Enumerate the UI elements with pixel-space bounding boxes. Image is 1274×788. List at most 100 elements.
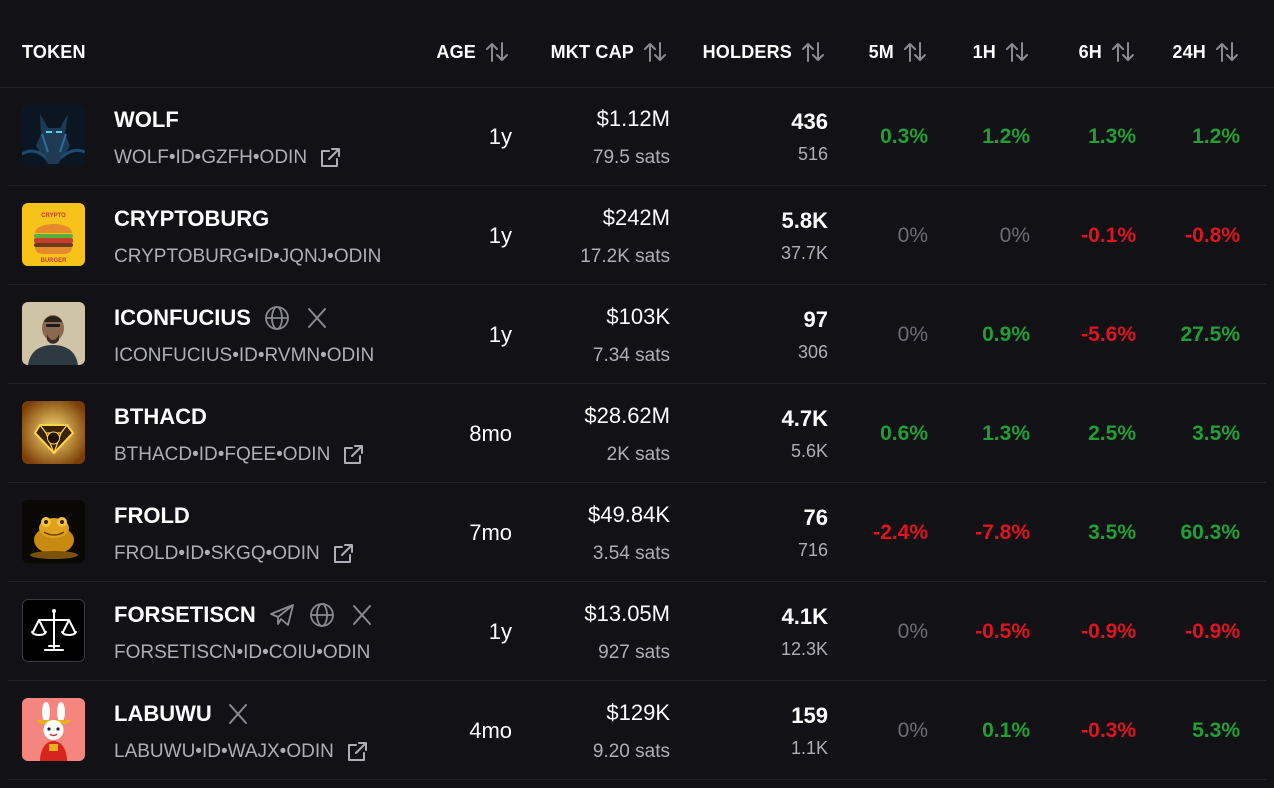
gold-diamond-logo-icon	[22, 401, 85, 464]
change-1h: 0%	[999, 224, 1030, 247]
change-5m: 0%	[897, 620, 928, 643]
burger-logo-icon: CRYPTO BURGER	[22, 203, 85, 266]
change-5m: 0.6%	[880, 422, 928, 445]
token-id-line: WOLF•ID•GZFH•ODIN	[114, 145, 343, 171]
token-id: FORSETISCN•ID•COIU•ODIN	[114, 642, 371, 663]
token-id-line: LABUWU•ID•WAJX•ODIN	[114, 739, 370, 765]
change-24h: 27.5%	[1180, 323, 1240, 346]
sort-icon[interactable]	[484, 41, 510, 63]
globe-icon[interactable]	[308, 601, 336, 629]
col-6h[interactable]: 6H	[1079, 40, 1136, 64]
telegram-icon[interactable]	[268, 601, 296, 629]
change-24h: 3.5%	[1192, 422, 1240, 445]
col-holders[interactable]: HOLDERS	[703, 40, 826, 64]
token-name-line: FORSETISCN	[114, 601, 376, 629]
globe-icon[interactable]	[263, 304, 291, 332]
sort-icon[interactable]	[1004, 41, 1030, 63]
change-1h: -0.5%	[975, 620, 1030, 643]
token-id-line: ICONFUCIUS•ID•RVMN•ODIN	[114, 343, 374, 369]
token-age: 7mo	[469, 520, 512, 545]
gold-frog-logo-icon	[22, 500, 85, 563]
token-age: 1y	[488, 619, 512, 644]
external-link-icon[interactable]	[344, 739, 370, 765]
col-5m-label: 5M	[868, 42, 894, 62]
col-age[interactable]: AGE	[436, 40, 510, 64]
table-row[interactable]: LABUWU LABUWU•ID•WAJX•ODIN 4mo $129K 9.2…	[8, 681, 1266, 780]
table-row[interactable]: WOLF WOLF•ID•GZFH•ODIN 1y $1.12M 79.5 sa…	[8, 87, 1266, 186]
table-row[interactable]: CRYPTO BURGER CRYPTOBURG CRYPTOBURG•ID•JQ…	[8, 186, 1266, 285]
holders-count: 159	[791, 703, 828, 728]
change-24h: 1.2%	[1192, 125, 1240, 148]
change-1h: 0.9%	[982, 323, 1030, 346]
table-row[interactable]: ICONFUCIUS ICONFUCIUS•ID•RVMN•ODIN 1y $1…	[8, 285, 1266, 384]
token-id: ICONFUCIUS•ID•RVMN•ODIN	[114, 345, 375, 366]
token-id-line: FORSETISCN•ID•COIU•ODIN	[114, 640, 370, 666]
holders-count: 4.1K	[781, 604, 828, 629]
token-price: 17.2K sats	[580, 246, 670, 267]
sort-icon[interactable]	[800, 41, 826, 63]
market-cap: $13.05M	[584, 601, 670, 626]
table-row[interactable]: FORSETISCN FORSETISCN•ID•COIU•ODIN 1y $1…	[8, 582, 1266, 681]
holders-secondary: 516	[797, 144, 828, 164]
table-row[interactable]: BTHACD BTHACD•ID•FQEE•ODIN 8mo $28.62M 2…	[8, 384, 1266, 483]
market-cap: $103K	[606, 304, 670, 329]
col-5m[interactable]: 5M	[869, 40, 928, 64]
change-24h: -0.8%	[1185, 224, 1240, 247]
wolf-logo-icon	[22, 104, 85, 167]
sort-icon[interactable]	[902, 41, 928, 63]
change-6h: -0.3%	[1081, 719, 1136, 742]
token-id: WOLF•ID•GZFH•ODIN	[114, 147, 308, 168]
change-1h: -7.8%	[975, 521, 1030, 544]
token-name[interactable]: ICONFUCIUS	[114, 305, 251, 330]
change-24h: 5.3%	[1192, 719, 1240, 742]
col-1h[interactable]: 1H	[973, 40, 1030, 64]
sort-icon[interactable]	[1110, 41, 1136, 63]
change-6h: -0.1%	[1081, 224, 1136, 247]
x-icon[interactable]	[348, 601, 376, 629]
sort-icon[interactable]	[642, 41, 668, 63]
change-5m: 0%	[897, 224, 928, 247]
market-cap: $242M	[602, 205, 670, 230]
bunny-logo-icon	[22, 698, 85, 761]
token-price: 2K sats	[606, 444, 670, 465]
token-name[interactable]: BTHACD	[114, 404, 207, 429]
token-name-line: CRYPTOBURG	[114, 205, 269, 233]
col-24h-label: 24H	[1172, 42, 1206, 62]
token-id-line: CRYPTOBURG•ID•JQNJ•ODIN	[114, 244, 381, 270]
token-name[interactable]: WOLF	[114, 107, 179, 132]
market-cap: $49.84K	[588, 502, 670, 527]
change-1h: 1.3%	[982, 422, 1030, 445]
col-mktcap[interactable]: MKT CAP	[551, 40, 668, 64]
token-name-line: ICONFUCIUS	[114, 304, 331, 332]
logo-text-bottom: BURGER	[40, 258, 67, 264]
table-header: TOKEN AGE MKT CAP HOLDERS 5M 1H 6H 24H	[0, 0, 1274, 88]
holders-secondary: 12.3K	[780, 639, 828, 659]
sort-icon[interactable]	[1214, 41, 1240, 63]
market-cap: $129K	[606, 700, 670, 725]
change-24h: -0.9%	[1185, 620, 1240, 643]
token-name[interactable]: FROLD	[114, 503, 190, 528]
token-id: BTHACD•ID•FQEE•ODIN	[114, 444, 331, 465]
x-icon[interactable]	[303, 304, 331, 332]
token-name-line: FROLD	[114, 502, 190, 530]
table-row[interactable]: FROLD FROLD•ID•SKGQ•ODIN 7mo $49.84K 3.5…	[8, 483, 1266, 582]
token-name[interactable]: LABUWU	[114, 701, 212, 726]
col-24h[interactable]: 24H	[1172, 40, 1240, 64]
external-link-icon[interactable]	[317, 145, 343, 171]
change-5m: 0.3%	[880, 125, 928, 148]
token-id: FROLD•ID•SKGQ•ODIN	[114, 543, 320, 564]
token-age: 8mo	[469, 421, 512, 446]
holders-secondary: 306	[797, 342, 828, 362]
external-link-icon[interactable]	[330, 541, 356, 567]
change-6h: 2.5%	[1088, 422, 1136, 445]
change-6h: -5.6%	[1081, 323, 1136, 346]
change-5m: 0%	[897, 323, 928, 346]
x-icon[interactable]	[224, 700, 252, 728]
change-6h: 1.3%	[1088, 125, 1136, 148]
token-name[interactable]: CRYPTOBURG	[114, 206, 270, 231]
holders-count: 5.8K	[781, 208, 828, 233]
token-name[interactable]: FORSETISCN	[114, 602, 256, 627]
market-cap: $1.12M	[596, 106, 670, 131]
external-link-icon[interactable]	[340, 442, 366, 468]
portrait-logo-icon	[22, 302, 85, 365]
